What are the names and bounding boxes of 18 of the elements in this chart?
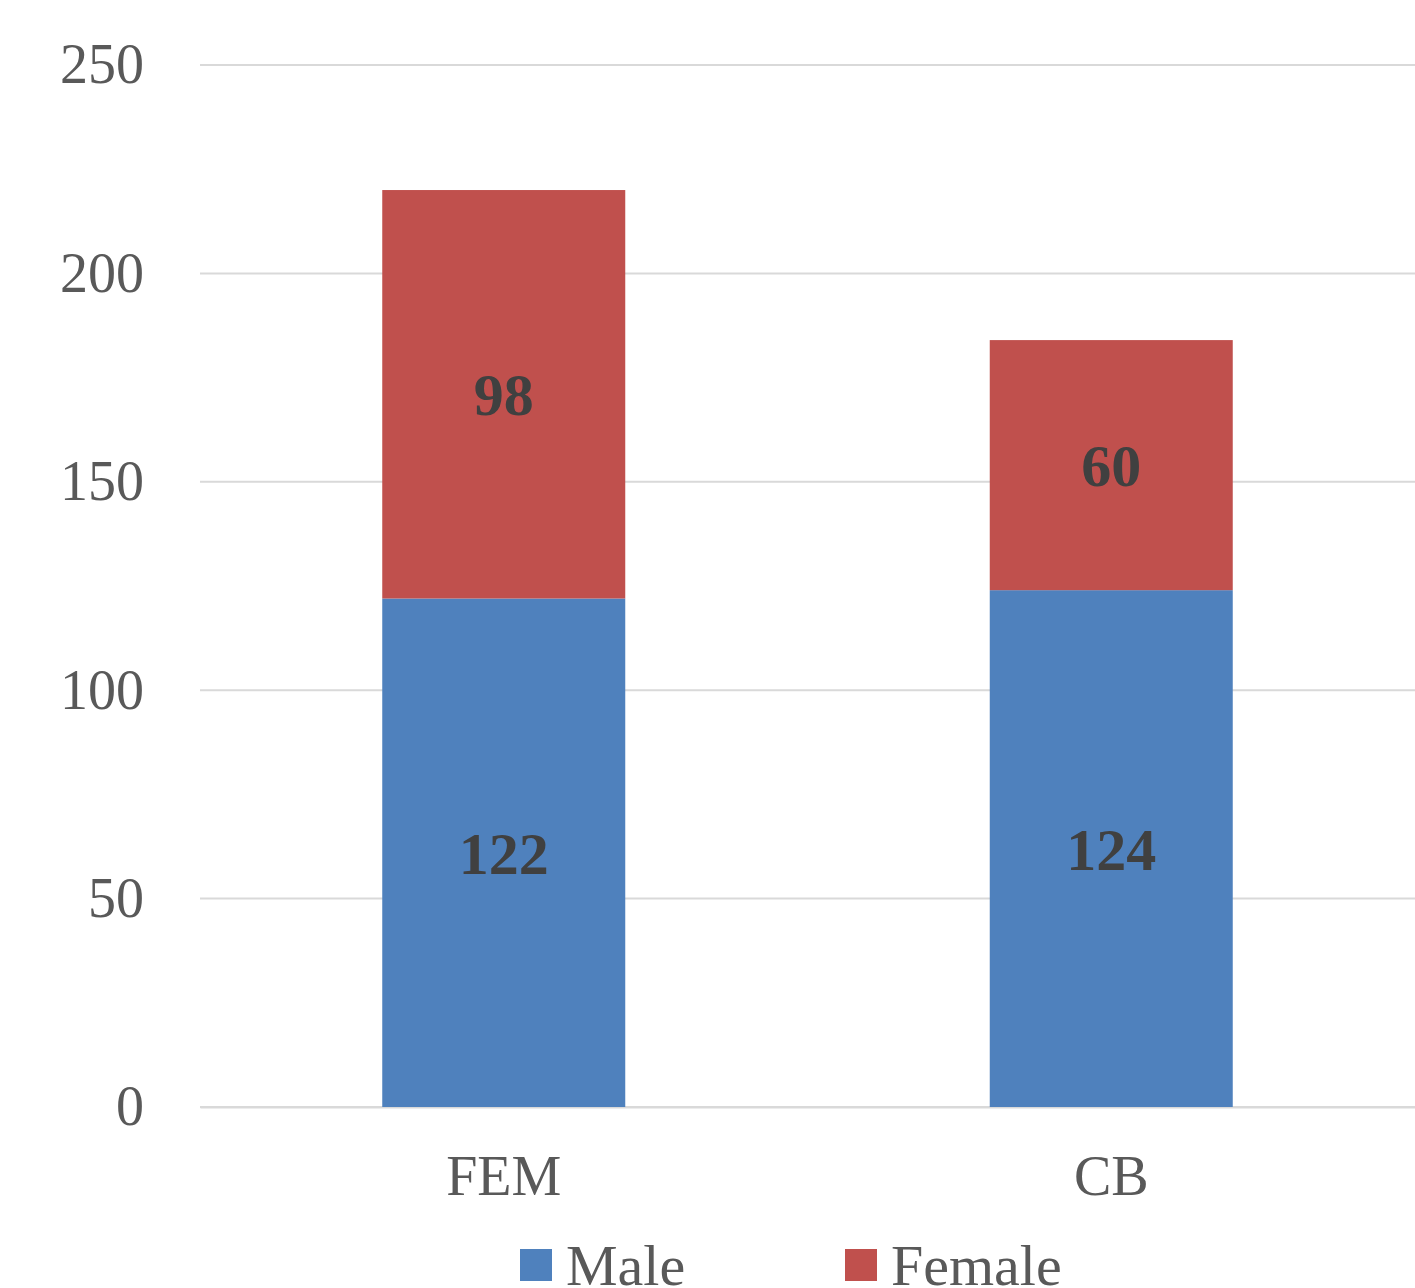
bar [989,340,1233,591]
legend-label: Female [891,1233,1062,1288]
bar [382,598,626,1107]
y-tick-label: 150 [60,450,144,513]
y-tick-label: 50 [88,867,144,930]
y-tick-label: 100 [60,658,144,721]
x-tick-label: CB [1073,1144,1149,1207]
data-label: 124 [1066,816,1157,883]
bar [989,590,1233,1107]
data-label: 60 [1081,433,1142,500]
y-tick-label: 0 [116,1075,144,1138]
bar [382,190,626,599]
data-label: 122 [458,820,549,887]
legend-label: Male [566,1233,686,1288]
x-tick-label: FEM [446,1144,562,1207]
y-tick-label: 250 [60,33,144,96]
data-label: 98 [473,362,534,429]
y-tick-label: 200 [60,241,144,304]
